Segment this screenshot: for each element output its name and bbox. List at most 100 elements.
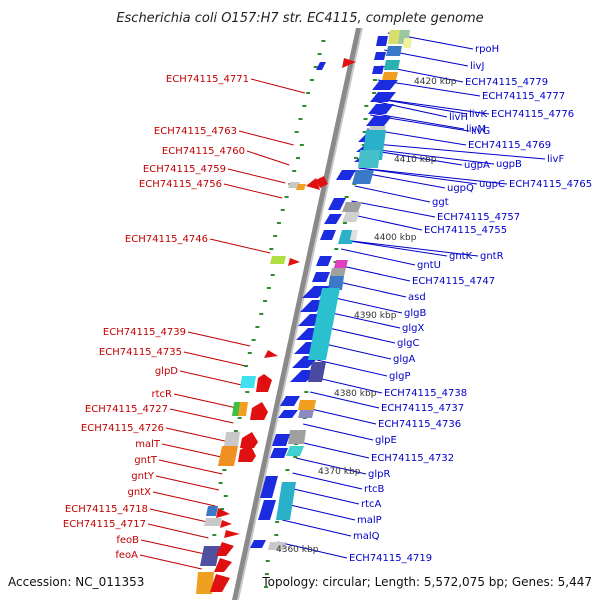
- tick-mark: [243, 365, 248, 367]
- gene-label: ECH74115_4737: [381, 403, 464, 414]
- tick-mark: [237, 417, 242, 419]
- leader-line: [179, 370, 242, 386]
- tick-mark: [264, 573, 269, 575]
- leader-line: [227, 168, 286, 184]
- leader-line: [169, 408, 234, 424]
- tick-mark: [298, 118, 303, 120]
- tick-mark: [285, 469, 290, 471]
- leader-line: [161, 443, 226, 459]
- gene-label: rpoH: [475, 44, 499, 55]
- accession-text: Accession: NC_011353: [8, 575, 144, 589]
- leader-line: [238, 130, 294, 146]
- gene-label: ECH74115_4771: [166, 74, 249, 85]
- leader-line: [292, 472, 363, 490]
- leader-line: [299, 441, 370, 459]
- gene-block-glg: [290, 286, 340, 382]
- gene-label: gntU: [417, 260, 441, 271]
- tick-mark: [269, 248, 274, 250]
- tick-mark: [364, 105, 369, 107]
- gene-block-ggt: [320, 198, 362, 244]
- tick-mark: [296, 157, 301, 159]
- gene-label: ECH74115_4779: [465, 77, 548, 88]
- forward-genes: [196, 58, 356, 594]
- tick-mark: [273, 235, 278, 237]
- tick-mark: [299, 144, 304, 146]
- gene-label: ECH74115_4746: [125, 234, 208, 245]
- leader-line: [223, 183, 283, 199]
- gene-label: ECH74115_4763: [154, 126, 237, 137]
- gene-label: ugpB: [496, 159, 522, 170]
- scale-label: 4370 kbp: [318, 467, 361, 477]
- leader-line: [364, 142, 546, 160]
- gene-label: livK: [469, 109, 487, 120]
- leader-line: [149, 508, 212, 524]
- gene-label: ugpQ: [447, 183, 474, 194]
- leader-line: [340, 248, 416, 266]
- gene-label: ECH74115_4769: [468, 140, 551, 151]
- tick-mark: [363, 118, 368, 120]
- scale-label: 4390 kbp: [354, 311, 397, 321]
- genome-summary-text: Topology: circular; Length: 5,572,075 bp…: [261, 575, 592, 589]
- leader-line: [337, 264, 411, 282]
- tick-mark: [304, 391, 309, 393]
- leader-line: [303, 423, 374, 441]
- tick-mark: [276, 222, 281, 224]
- gene-label: livJ: [470, 61, 484, 72]
- tick-mark: [334, 248, 339, 250]
- gene-label: ugpC: [479, 179, 505, 190]
- gene-label: ECH74115_4736: [378, 419, 461, 430]
- gene-label: ECH74115_4726: [81, 423, 164, 434]
- tick-mark: [372, 92, 377, 94]
- leader-line: [358, 167, 508, 185]
- leader-line: [155, 475, 219, 491]
- leader-line: [362, 147, 495, 165]
- tick-mark: [306, 92, 311, 94]
- leader-line: [152, 491, 216, 507]
- gene-block-rpoh: [372, 30, 412, 80]
- gene-block-rtc-mal: [250, 476, 296, 550]
- tick-mark: [222, 469, 227, 471]
- leader-line: [342, 239, 448, 257]
- gene-label: glpD: [155, 366, 178, 377]
- gene-block-gnt: [312, 256, 348, 290]
- gene-label: ECH74115_4760: [162, 146, 245, 157]
- gene-label: rtcB: [364, 484, 385, 495]
- tick-mark: [292, 170, 297, 172]
- leader-line: [139, 554, 202, 570]
- leader-line: [358, 167, 478, 185]
- gene-label: ECH74115_4757: [437, 212, 520, 223]
- genome-backbone: [232, 28, 363, 600]
- leader-line: [147, 523, 209, 539]
- leader-line: [285, 503, 356, 521]
- gene-label: livH: [449, 112, 468, 123]
- gene-label: glgA: [393, 354, 415, 365]
- leader-line: [316, 359, 388, 377]
- gene-label: ECH74115_4759: [143, 164, 226, 175]
- leader-line: [295, 457, 367, 475]
- leader-line: [373, 97, 490, 115]
- tick-mark: [219, 508, 224, 510]
- map-title: Escherichia coli O157:H7 str. EC4115, co…: [116, 11, 483, 26]
- leader-line: [282, 519, 352, 537]
- scale-label: 4420 kbp: [414, 77, 457, 87]
- gene-label: ECH74115_4755: [424, 225, 507, 236]
- tick-mark: [270, 274, 275, 276]
- tick-mark: [342, 222, 347, 224]
- gene-label: glpE: [375, 435, 397, 446]
- tick-mark: [263, 300, 268, 302]
- gene-label: glgP: [389, 371, 411, 382]
- tick-mark: [280, 209, 285, 211]
- right-gene-labels: rpoH livJ ECH74115_4779 ECH74115_4777 li…: [349, 44, 592, 564]
- tick-mark: [275, 521, 280, 523]
- gene-label: ggt: [432, 197, 449, 208]
- tick-mark: [294, 131, 299, 133]
- tick-mark: [251, 339, 256, 341]
- leader-line: [289, 487, 360, 505]
- scale-label: 4400 kbp: [374, 233, 417, 243]
- leader-line: [373, 100, 448, 118]
- gene-label: ECH74115_4732: [371, 453, 454, 464]
- gene-label: ECH74115_4719: [349, 553, 432, 564]
- tick-mark: [265, 560, 270, 562]
- tick-mark: [293, 456, 298, 458]
